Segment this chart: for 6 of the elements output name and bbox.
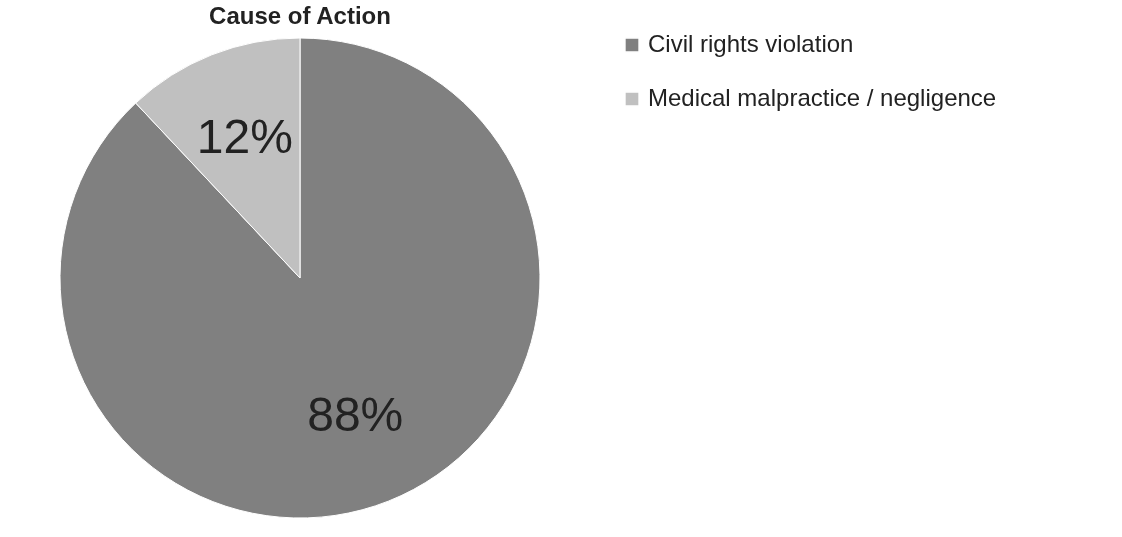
legend-label: Medical malpractice / negligence bbox=[648, 84, 997, 111]
data-label: 12% bbox=[196, 109, 293, 163]
legend-label: Civil rights violation bbox=[648, 30, 854, 57]
pie-slice bbox=[59, 37, 541, 519]
chart-title: Cause of Action bbox=[209, 2, 391, 29]
data-label: 88% bbox=[307, 388, 404, 442]
